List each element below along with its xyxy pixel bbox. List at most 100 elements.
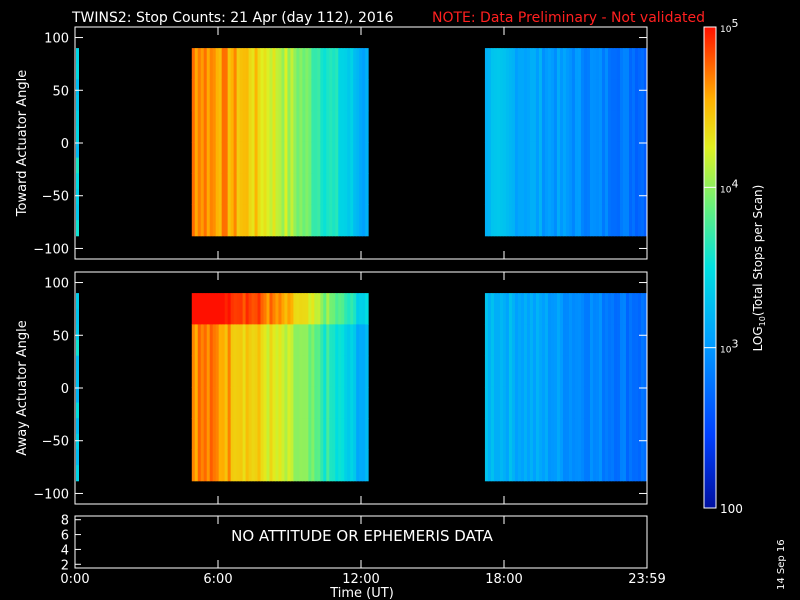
heat-cell	[194, 48, 199, 80]
y-tick-label: 50	[52, 84, 69, 99]
heat-cell	[523, 173, 528, 206]
heat-cell	[76, 141, 79, 159]
heat-cell	[362, 79, 366, 112]
heat-cell	[637, 418, 642, 451]
heat-cell	[625, 48, 630, 80]
heat-cell	[535, 355, 540, 388]
y-tick-label: −100	[33, 487, 69, 502]
heat-cell	[314, 173, 318, 206]
heat-cell	[263, 324, 268, 357]
heat-cell	[553, 324, 558, 357]
heat-cell	[622, 173, 627, 206]
heat-cell	[362, 141, 366, 174]
heat-cell	[607, 449, 612, 482]
heat-cell	[260, 204, 265, 237]
heat-cell	[520, 48, 525, 80]
heat-cell	[484, 418, 489, 451]
heat-cell	[526, 48, 531, 80]
heat-cell	[290, 204, 294, 237]
heat-cell	[628, 418, 633, 451]
heat-cell	[311, 79, 315, 112]
heat-cell	[350, 110, 354, 143]
heat-cell	[580, 324, 585, 357]
colorbar-ticks: 105 104 103 100	[704, 17, 743, 516]
heat-cell	[233, 386, 238, 419]
heat-cell	[341, 418, 345, 451]
heat-cell	[191, 79, 196, 112]
heat-cell	[218, 204, 223, 237]
heat-cell	[637, 386, 642, 419]
heat-cell	[350, 418, 354, 451]
heat-cell	[257, 418, 262, 451]
heat-cell	[278, 79, 282, 112]
heat-cell	[326, 293, 330, 325]
heat-cell	[586, 449, 591, 482]
heat-cell	[335, 79, 339, 112]
heat-cell	[634, 449, 639, 482]
heat-cell	[490, 293, 495, 325]
heat-cell	[565, 293, 570, 325]
heat-cell	[305, 141, 309, 174]
heat-cell	[592, 449, 597, 482]
heat-cell	[640, 386, 645, 419]
heat-cell	[227, 449, 232, 482]
heat-cell	[248, 293, 253, 325]
heat-cell	[565, 173, 570, 206]
heat-cell	[236, 293, 241, 325]
heat-cell	[251, 355, 256, 388]
heat-cell	[293, 141, 297, 174]
heat-cell	[209, 204, 214, 237]
heat-cell	[266, 449, 271, 482]
heat-cell	[359, 386, 363, 419]
heat-cell	[487, 141, 492, 174]
heat-cell	[299, 204, 303, 237]
heat-cell	[236, 48, 241, 80]
heat-cell	[257, 386, 262, 419]
heat-cell	[359, 449, 363, 482]
heat-cell	[607, 48, 612, 80]
heat-cell	[643, 141, 648, 174]
heat-cell	[538, 293, 543, 325]
heat-cell	[586, 141, 591, 174]
heat-cell	[275, 110, 279, 143]
heat-cell	[248, 386, 253, 419]
heat-cell	[523, 355, 528, 388]
heat-cell	[269, 386, 273, 419]
heat-cell	[553, 48, 558, 80]
heat-cell	[230, 449, 235, 482]
heat-cell	[254, 449, 259, 482]
heat-cell	[239, 79, 244, 112]
heat-cell	[529, 324, 534, 357]
heat-cell	[275, 293, 279, 325]
heat-cell	[562, 173, 567, 206]
heat-cell	[272, 173, 276, 206]
heat-cell	[499, 141, 504, 174]
heat-cell	[496, 110, 501, 143]
heat-cell	[320, 324, 324, 357]
heat-cell	[616, 173, 621, 206]
heat-cell	[553, 418, 558, 451]
heat-cell	[332, 449, 336, 482]
heat-cell	[215, 173, 220, 206]
heat-cell	[76, 324, 79, 341]
heat-cell	[496, 79, 501, 112]
heat-cell	[287, 355, 291, 388]
heat-cell	[284, 48, 288, 80]
heat-cell	[314, 293, 318, 325]
heat-cell	[616, 141, 621, 174]
heat-cell	[571, 293, 576, 325]
heat-cell	[574, 293, 579, 325]
heat-cell	[350, 48, 354, 80]
heat-cell	[625, 204, 630, 237]
heat-cell	[341, 355, 345, 388]
heat-cell	[311, 110, 315, 143]
heat-cell	[637, 293, 642, 325]
heat-cell	[490, 173, 495, 206]
heat-cell	[613, 324, 618, 357]
heat-cell	[574, 204, 579, 237]
heat-cell	[553, 173, 558, 206]
heat-cell	[260, 110, 265, 143]
heat-cell	[278, 141, 282, 174]
heat-cell	[200, 141, 205, 174]
heat-cell	[194, 110, 199, 143]
